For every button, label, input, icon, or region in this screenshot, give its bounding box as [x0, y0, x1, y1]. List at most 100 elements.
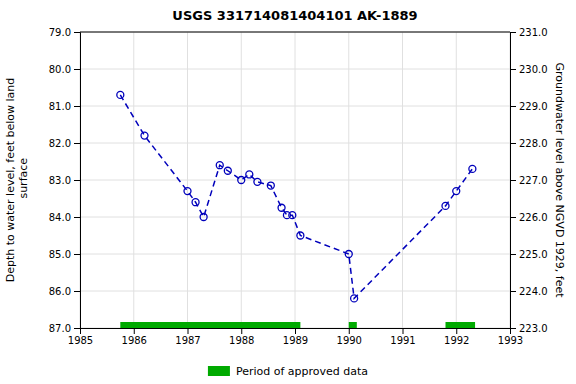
tick-mark: [74, 180, 80, 181]
plot: 19851986198719881989199019911992199379.0…: [4, 8, 566, 346]
data-point: [184, 188, 191, 195]
y2-axis-label: Groundwater level above NGVD 1929, feet: [553, 62, 566, 298]
tick: 231.0: [510, 27, 548, 38]
tick-mark: [74, 217, 80, 218]
tick: 1992: [444, 328, 469, 346]
tick: 79.0: [49, 27, 80, 38]
grid-line-y: [80, 291, 510, 292]
approved-period: [120, 322, 300, 328]
chart-title: USGS 331714081404101 AK-1889: [172, 8, 417, 23]
grid-line-y: [80, 69, 510, 70]
y-axis-label-line: surface: [17, 158, 30, 202]
data-point: [238, 177, 245, 184]
tick-label: 228.0: [519, 138, 548, 149]
tick: 223.0: [510, 323, 548, 334]
tick-mark: [510, 143, 516, 144]
data-point: [289, 212, 296, 219]
tick-mark: [74, 328, 80, 329]
tick-mark: [188, 328, 189, 334]
tick-label: 231.0: [519, 27, 548, 38]
tick: 84.0: [49, 212, 80, 223]
tick-mark: [510, 328, 516, 329]
data-point: [297, 232, 304, 239]
tick-label: 86.0: [49, 286, 71, 297]
tick: 230.0: [510, 64, 548, 75]
approved-period: [349, 322, 357, 328]
chart-svg: 19851986198719881989199019911992199379.0…: [0, 0, 576, 384]
axis-line: [74, 33, 81, 329]
data-point: [117, 91, 124, 98]
marks: [117, 91, 476, 328]
tick-mark: [510, 69, 516, 70]
legend: Period of approved data: [208, 365, 368, 378]
axis-line: [81, 329, 511, 335]
data-point: [351, 295, 358, 302]
data-point: [453, 188, 460, 195]
tick-label: 1990: [337, 335, 362, 346]
approved-period: [446, 322, 476, 328]
y-axis-label-line: Depth to water level, feet below land: [4, 78, 17, 283]
tick-label: 224.0: [519, 286, 548, 297]
tick: 83.0: [49, 175, 80, 186]
tick-mark: [74, 291, 80, 292]
tick: 1991: [390, 328, 415, 346]
tick: 86.0: [49, 286, 80, 297]
tick-label: 84.0: [49, 212, 71, 223]
tick-mark: [241, 328, 242, 334]
tick: 1985: [68, 328, 93, 346]
chart-container: 19851986198719881989199019911992199379.0…: [0, 0, 576, 384]
tick-mark: [510, 32, 516, 33]
tick-label: 80.0: [49, 64, 71, 75]
grid: [80, 32, 510, 328]
tick-label: 83.0: [49, 175, 71, 186]
data-point: [200, 214, 207, 221]
tick: 1986: [122, 328, 147, 346]
y2-axis: 223.0 224.0 225.0 226.0 227.0 228.0 229.0 230.0…: [510, 27, 548, 334]
tick-mark: [74, 32, 80, 33]
tick-label: 1988: [229, 335, 254, 346]
tick-label: 1986: [122, 335, 147, 346]
tick: 228.0: [510, 138, 548, 149]
tick: 225.0: [510, 249, 548, 260]
data-point: [442, 202, 449, 209]
tick: 1988: [229, 328, 254, 346]
data-point: [216, 162, 223, 169]
legend-swatch: [208, 366, 230, 376]
tick-label: 229.0: [519, 101, 548, 112]
tick-mark: [510, 291, 516, 292]
tick-mark: [74, 254, 80, 255]
data-point: [267, 182, 274, 189]
tick-label: 1989: [283, 335, 308, 346]
y-axis-label: Depth to water level, feet below land su…: [4, 78, 30, 283]
tick-label: 225.0: [519, 249, 548, 260]
data-point: [469, 165, 476, 172]
tick: 81.0: [49, 101, 80, 112]
tick-label: 81.0: [49, 101, 71, 112]
tick: 227.0: [510, 175, 548, 186]
tick-mark: [74, 69, 80, 70]
tick-mark: [510, 106, 516, 107]
tick: 226.0: [510, 212, 548, 223]
tick-label: 1987: [175, 335, 200, 346]
legend-label: Period of approved data: [236, 365, 368, 378]
tick-label: 1985: [68, 335, 93, 346]
grid-line-y: [80, 143, 510, 144]
grid-line-y: [80, 180, 510, 181]
tick: 229.0: [510, 101, 548, 112]
tick-mark: [456, 328, 457, 334]
tick-mark: [510, 217, 516, 218]
tick: 1987: [175, 328, 200, 346]
tick: 224.0: [510, 286, 548, 297]
grid-line-y: [80, 32, 510, 33]
data-point: [345, 251, 352, 258]
tick-mark: [510, 180, 516, 181]
tick-label: 227.0: [519, 175, 548, 186]
grid-line-y: [80, 106, 510, 107]
tick: 87.0: [49, 323, 80, 334]
axis-line: [511, 33, 517, 329]
tick-label: 79.0: [49, 27, 71, 38]
data-point: [246, 171, 253, 178]
tick-mark: [295, 328, 296, 334]
tick-mark: [74, 143, 80, 144]
tick: 80.0: [49, 64, 80, 75]
